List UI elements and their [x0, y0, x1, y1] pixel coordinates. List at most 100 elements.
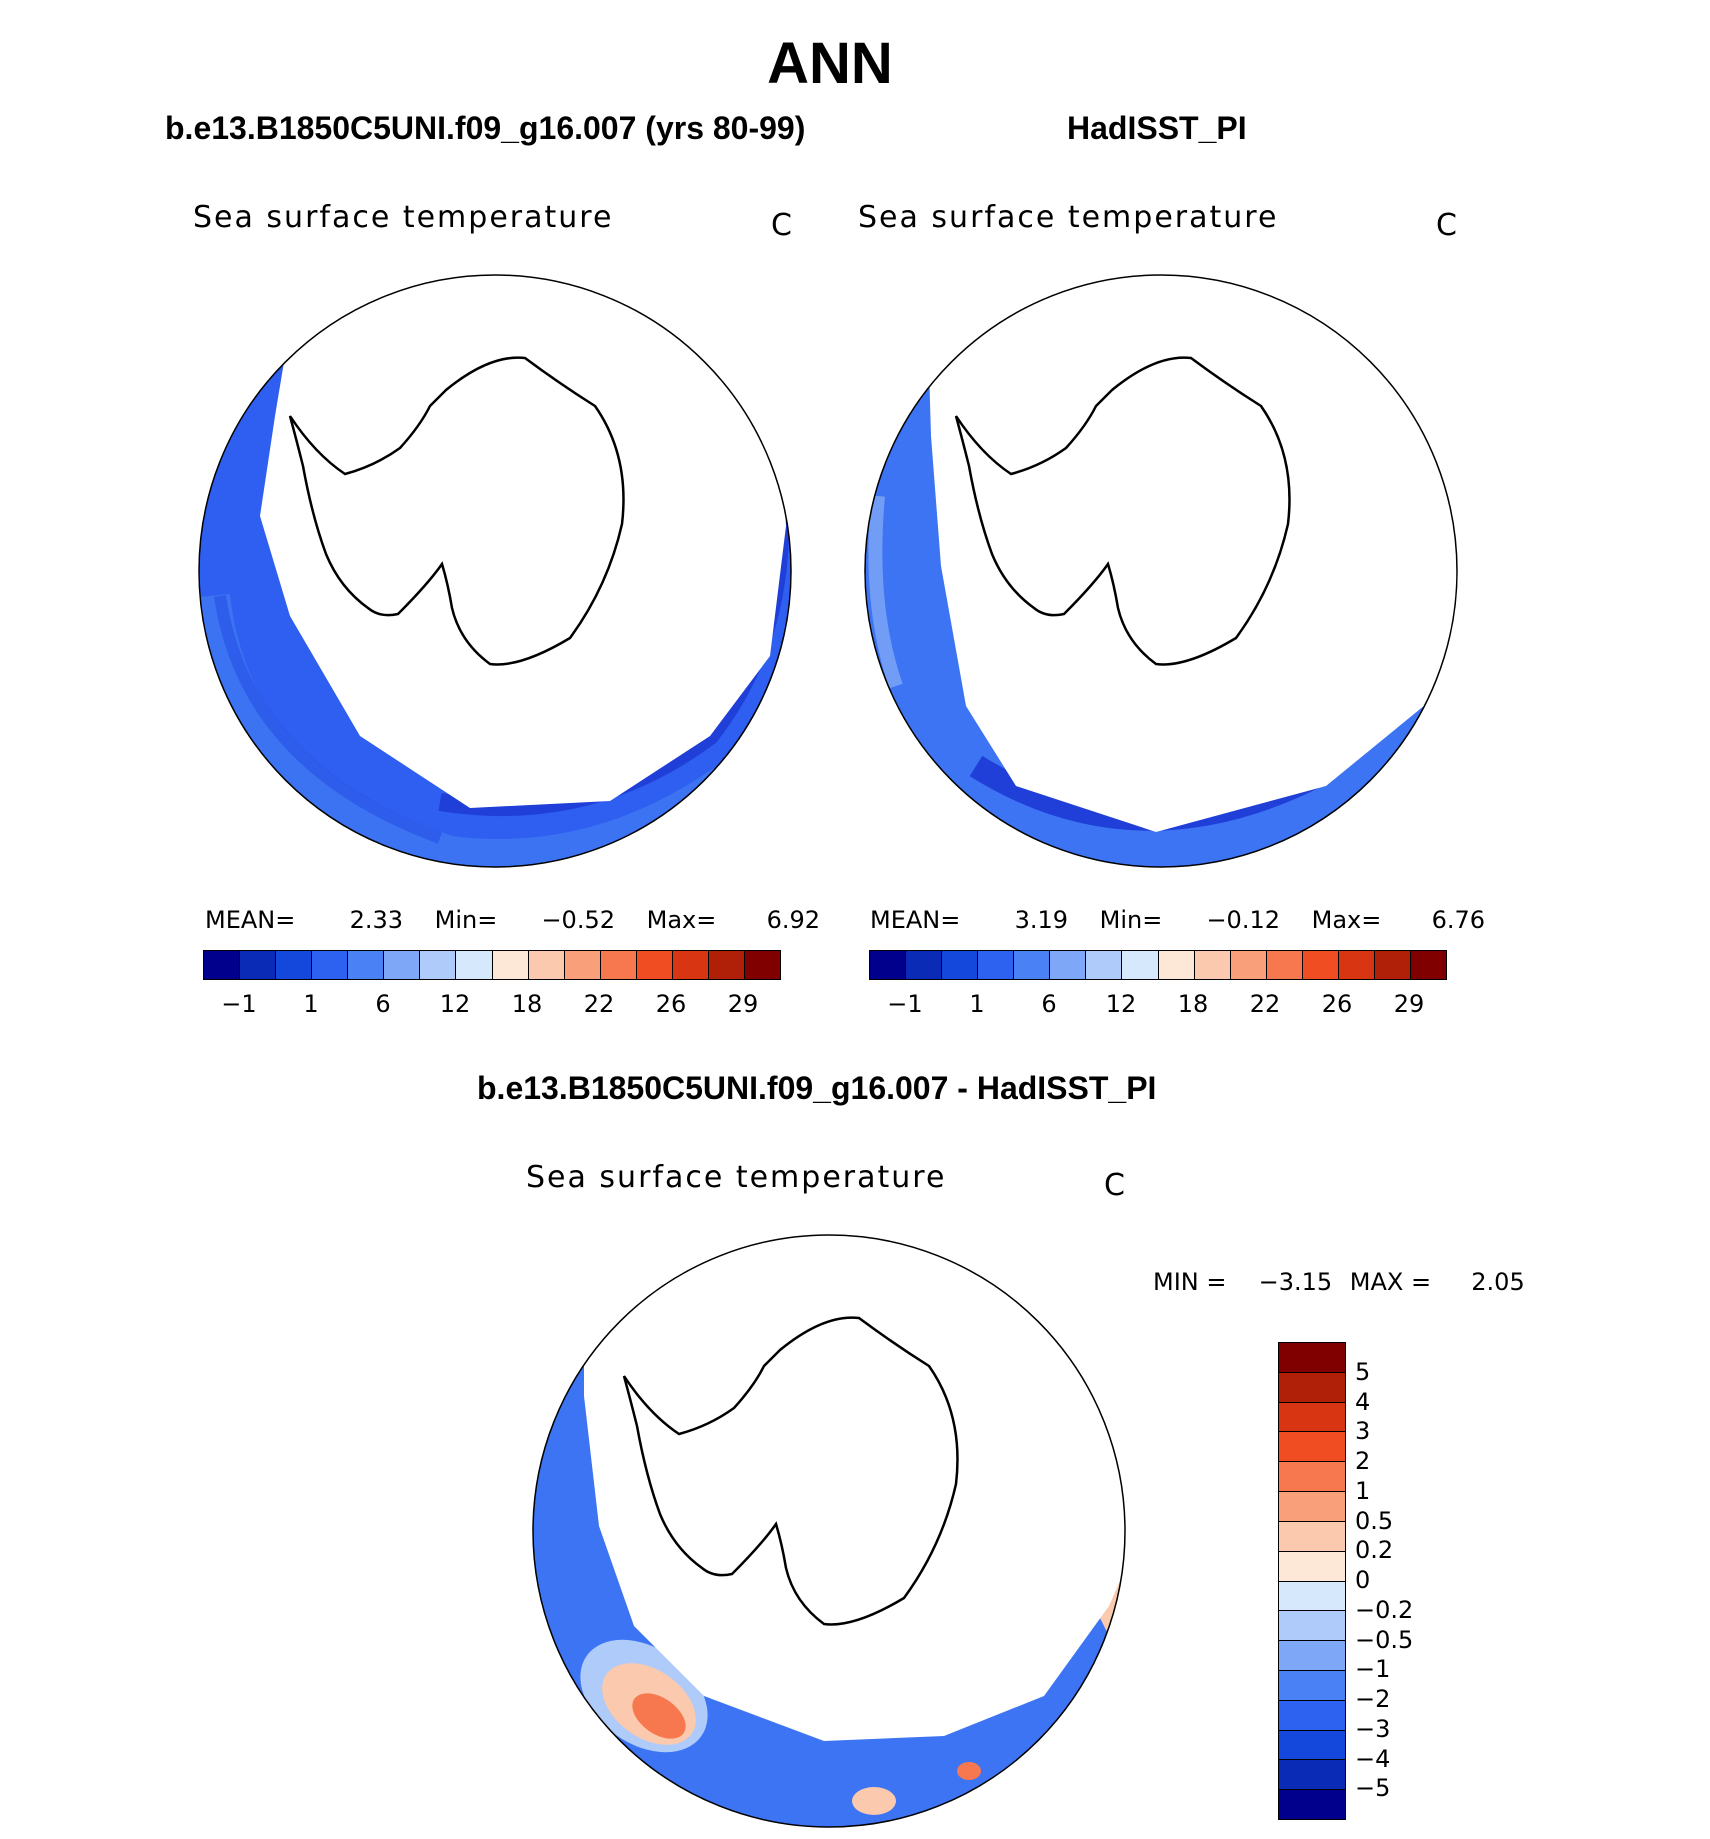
right-colorbar-swatch-13 [1338, 951, 1375, 979]
diff-stats: MIN = −3.15 MAX = 2.05 [1153, 1268, 1525, 1296]
right-panel-title: HadISST_PI [1067, 110, 1247, 146]
left-colorbar-swatch-9 [528, 951, 565, 979]
left-colorbar-swatch-2 [276, 951, 313, 979]
diff-colorbar-swatch-14 [1279, 1760, 1345, 1791]
diff-colorbar-tick-label: 4 [1355, 1387, 1371, 1416]
diff-colorbar-tick-label: −4 [1355, 1744, 1391, 1773]
right-min-label: Min= [1099, 906, 1163, 934]
right-colorbar-swatch-12 [1302, 951, 1339, 979]
diff-colorbar-tick-label: −2 [1355, 1685, 1391, 1713]
left-colorbar-swatch-11 [600, 951, 637, 979]
left-stats: MEAN= 2.33 Min= −0.52 Max= 6.92 [205, 906, 820, 934]
left-colorbar-tick-label: 22 [583, 990, 615, 1018]
diff-panel-title: b.e13.B1850C5UNI.f09_g16.007 - HadISST_P… [477, 1070, 1157, 1106]
diff-colorbar-tick-label: −3 [1355, 1714, 1391, 1743]
right-ice-region [926, 275, 1457, 832]
right-colorbar-swatch-7 [1122, 951, 1159, 979]
left-colorbar-swatch-10 [564, 951, 601, 979]
diff-colorbar-swatch-13 [1279, 1730, 1345, 1761]
diff-map [532, 1234, 1126, 1828]
diff-colorbar-tick-label: −1 [1355, 1655, 1391, 1684]
diff-colorbar-swatch-3 [1279, 1432, 1345, 1463]
left-max-value: 6.92 [766, 906, 820, 934]
right-max-value: 6.76 [1431, 906, 1485, 934]
left-colorbar-tick-label: −1 [221, 990, 257, 1018]
diff-colorbar-tick-label: 5 [1355, 1357, 1371, 1386]
left-colorbar-swatch-6 [420, 951, 457, 979]
right-colorbar-tick-label: 26 [1321, 990, 1353, 1018]
diff-colorbar-swatch-11 [1279, 1670, 1345, 1701]
diff-colorbar-swatch-0 [1279, 1343, 1345, 1373]
left-map-border [198, 274, 792, 868]
right-colorbar-tick-label: 12 [1105, 990, 1137, 1018]
left-min-value: −0.52 [541, 906, 615, 934]
left-colorbar-tick-label: 29 [727, 990, 759, 1018]
right-colorbar-swatch-6 [1086, 951, 1123, 979]
diff-min-value: −3.15 [1258, 1268, 1333, 1296]
right-colorbar-swatch-14 [1374, 951, 1411, 979]
right-colorbar-swatch-11 [1266, 951, 1303, 979]
diff-colorbar-tick-label: 3 [1355, 1417, 1371, 1446]
left-colorbar-ticks: −1 1 6 12 18 22 26 29 [203, 990, 779, 1020]
left-colorbar-swatch-5 [384, 951, 421, 979]
right-colorbar-swatch-8 [1158, 951, 1195, 979]
diff-colorbar-swatch-10 [1279, 1641, 1345, 1671]
left-colorbar-tick-label: 18 [511, 990, 543, 1018]
diff-colorbar-swatch-4 [1279, 1462, 1345, 1493]
left-colorbar-swatch-12 [636, 951, 673, 979]
diff-variable-label: Sea surface temperature [526, 1160, 947, 1195]
left-colorbar-swatch-1 [240, 951, 277, 979]
diff-colorbar-tick-label: 0.5 [1355, 1506, 1394, 1535]
left-colorbar-tick-label: 6 [375, 990, 391, 1018]
diff-max-value: 2.05 [1471, 1268, 1525, 1296]
left-colorbar-swatch-14 [708, 951, 745, 979]
right-colorbar [869, 950, 1447, 980]
left-colorbar-tick-label: 1 [303, 990, 319, 1018]
diff-min-label: MIN = [1153, 1268, 1227, 1296]
right-colorbar-swatch-4 [1014, 951, 1051, 979]
diff-colorbar-tick-label: −0.2 [1355, 1595, 1414, 1624]
left-panel-title: b.e13.B1850C5UNI.f09_g16.007 (yrs 80-99) [165, 110, 806, 146]
right-colorbar-tick-label: 18 [1177, 990, 1209, 1018]
left-colorbar-swatch-4 [348, 951, 385, 979]
right-colorbar-tick-label: −1 [887, 990, 923, 1018]
left-max-label: Max= [646, 906, 717, 934]
diff-colorbar-swatch-8 [1279, 1581, 1345, 1612]
diff-colorbar-swatch-7 [1279, 1551, 1345, 1582]
right-mean-value: 3.19 [1014, 906, 1068, 934]
right-colorbar-tick-label: 1 [969, 990, 985, 1018]
left-colorbar-tick-label: 26 [655, 990, 687, 1018]
diff-colorbar-ticks: 5 4 3 2 1 0.5 0.2 0 −0.2 −0.5 −1 −2 −3 −4 −5 [1355, 1342, 1465, 1818]
diff-map-border [532, 1234, 1126, 1828]
diff-unit-label: C [1104, 1168, 1125, 1203]
right-colorbar-swatch-10 [1230, 951, 1267, 979]
right-colorbar-ticks: −1 1 6 12 18 22 26 29 [869, 990, 1445, 1020]
left-min-label: Min= [434, 906, 498, 934]
right-colorbar-tick-label: 22 [1249, 990, 1281, 1018]
diff-colorbar-tick-label: 0 [1355, 1566, 1371, 1594]
diff-colorbar [1278, 1342, 1346, 1820]
left-colorbar [203, 950, 781, 980]
right-min-value: −0.12 [1206, 906, 1280, 934]
left-colorbar-swatch-0 [204, 951, 241, 979]
diff-max-label: MAX = [1349, 1268, 1432, 1296]
left-colorbar-swatch-15 [744, 951, 780, 979]
left-colorbar-swatch-7 [456, 951, 493, 979]
left-unit-label: C [771, 208, 792, 243]
diff-antarctica-outline [622, 1316, 959, 1626]
diff-colorbar-tick-label: 2 [1355, 1447, 1371, 1475]
right-colorbar-swatch-3 [978, 951, 1015, 979]
right-colorbar-swatch-0 [870, 951, 907, 979]
main-title: ANN [767, 31, 893, 96]
left-colorbar-tick-label: 12 [439, 990, 471, 1018]
right-colorbar-tick-label: 29 [1393, 990, 1425, 1018]
right-colorbar-swatch-15 [1410, 951, 1446, 979]
right-colorbar-swatch-5 [1050, 951, 1087, 979]
left-colorbar-swatch-8 [492, 951, 529, 979]
diff-colorbar-swatch-1 [1279, 1372, 1345, 1403]
left-mean-label: MEAN= [205, 906, 296, 934]
right-stats: MEAN= 3.19 Min= −0.12 Max= 6.76 [870, 906, 1485, 934]
right-colorbar-swatch-2 [942, 951, 979, 979]
right-warm-band [868, 495, 903, 689]
diff-colorbar-swatch-6 [1279, 1521, 1345, 1552]
